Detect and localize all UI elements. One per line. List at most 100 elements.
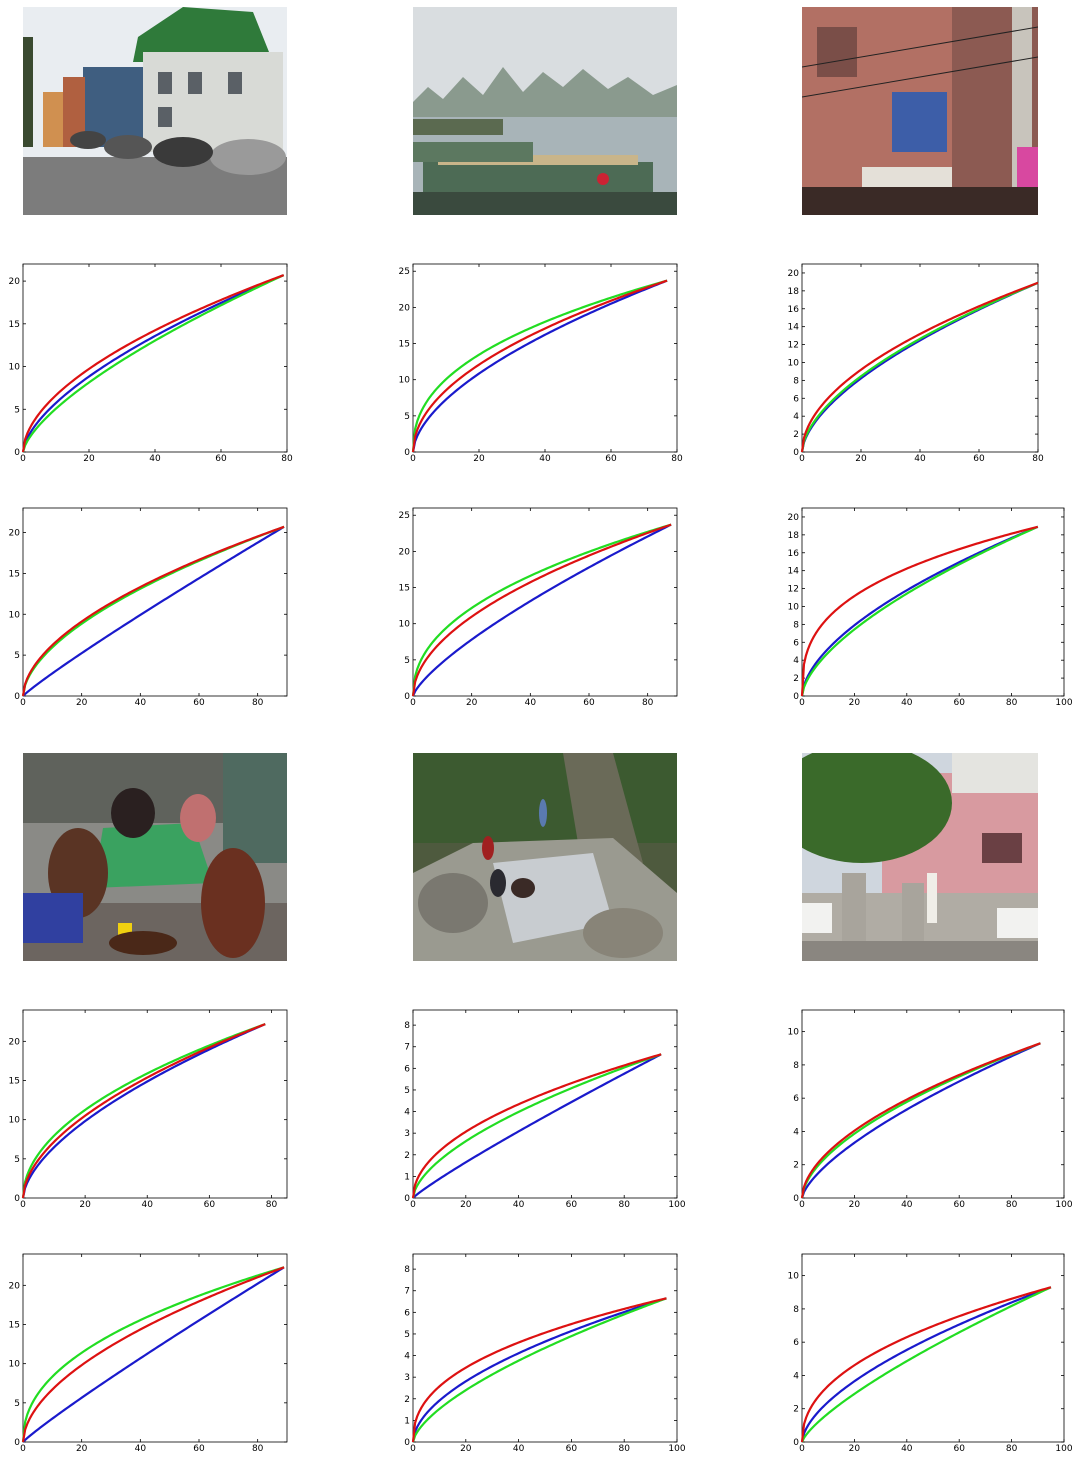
x-tick-label: 80	[618, 1200, 630, 1210]
series-blue-line	[411, 1297, 667, 1443]
y-tick-label: 20	[9, 529, 21, 539]
y-tick-label: 15	[9, 320, 20, 330]
x-tick-label: 20	[849, 1200, 861, 1210]
x-tick-label: 0	[20, 1444, 26, 1454]
y-tick-label: 10	[788, 1272, 800, 1282]
y-tick-label: 5	[14, 1155, 20, 1165]
y-tick-label: 20	[399, 547, 411, 557]
x-tick-label: 40	[901, 1444, 913, 1454]
chart-r3c3: 0 20 40 60 80 100 0 2 4 6 8 10	[788, 1009, 1073, 1210]
y-tick-label: 0	[404, 1438, 410, 1448]
x-tick-label: 20	[76, 1444, 88, 1454]
x-tick-label: 40	[513, 1200, 525, 1210]
x-tick-label: 80	[281, 454, 293, 464]
chart-r2c3: 0 20 40 60 80 100 0 2 4 6 8 10 12 14 16 18 20	[788, 507, 1073, 708]
y-tick-label: 0	[14, 448, 20, 458]
chart-r3c2: 0 20 40 60 80 100 0 1 2 3 4 5 6 7 8	[404, 1009, 686, 1210]
x-tick-label: 0	[410, 454, 416, 464]
y-tick-label: 20	[9, 1037, 21, 1047]
x-tick-label: 100	[1055, 1200, 1072, 1210]
y-tick-label: 20	[399, 303, 411, 313]
x-tick-label: 20	[466, 698, 478, 708]
series-red-line	[21, 1266, 285, 1443]
y-tick-label: 3	[404, 1373, 410, 1383]
y-tick-label: 10	[399, 376, 411, 386]
y-tick-label: 6	[793, 638, 799, 648]
x-tick-label: 60	[953, 698, 965, 708]
y-tick-label: 0	[14, 1438, 20, 1448]
plot-frame	[412, 1253, 678, 1443]
x-tick-label: 0	[799, 1200, 805, 1210]
series-green-line	[800, 525, 1039, 697]
x-tick-label: 100	[1055, 1444, 1072, 1454]
x-tick-label: 100	[668, 1444, 685, 1454]
x-tick-label: 60	[566, 1444, 578, 1454]
x-tick-label: 0	[20, 1200, 26, 1210]
y-tick-label: 6	[404, 1064, 410, 1074]
x-tick-label: 40	[914, 454, 926, 464]
y-tick-label: 10	[788, 602, 800, 612]
photo-mahjong-players	[23, 753, 287, 961]
series-blue-line	[800, 1042, 1041, 1199]
x-tick-label: 20	[460, 1444, 472, 1454]
x-tick-label: 80	[1006, 698, 1018, 708]
plot-frame	[412, 507, 678, 697]
series-green-line	[411, 1297, 667, 1443]
x-tick-label: 80	[1032, 454, 1044, 464]
x-tick-label: 40	[135, 698, 147, 708]
y-tick-label: 15	[9, 1077, 20, 1087]
series-red-line	[800, 525, 1039, 697]
y-tick-label: 18	[788, 287, 800, 297]
chart-svg: 0 20 40 60 80 100 0 2 4 6 8 10	[788, 1009, 1073, 1210]
photo-rocky-stream	[413, 753, 677, 961]
y-tick-label: 0	[14, 692, 20, 702]
plot-frame	[801, 263, 1039, 453]
chart-r1c1: 0 20 40 60 80 0 5 10 15 20	[9, 263, 293, 464]
series-red-line	[411, 523, 672, 697]
series-green-line	[411, 279, 668, 453]
chart-svg: 0 20 40 60 80 0 5 10 15 20 25	[399, 507, 678, 708]
y-tick-label: 5	[404, 412, 410, 422]
y-tick-label: 10	[9, 1116, 21, 1126]
x-tick-label: 100	[668, 1200, 685, 1210]
y-tick-label: 10	[788, 358, 800, 368]
plot-frame	[801, 1253, 1065, 1443]
series-blue-line	[800, 525, 1039, 697]
y-tick-label: 12	[788, 585, 799, 595]
y-tick-label: 4	[404, 1108, 410, 1118]
chart-svg: 0 20 40 60 80 100 0 2 4 6 8 10	[788, 1253, 1073, 1454]
y-tick-label: 2	[793, 1161, 799, 1171]
x-tick-label: 20	[473, 454, 485, 464]
plot-frame	[22, 1009, 288, 1199]
x-tick-label: 40	[135, 1444, 147, 1454]
y-tick-label: 0	[14, 1194, 20, 1204]
chart-svg: 0 20 40 60 80 100 0 2 4 6 8 10 12 14 16 18 20	[788, 507, 1073, 708]
y-tick-label: 4	[793, 412, 799, 422]
chart-svg: 0 20 40 60 80 0 5 10 15 20	[9, 1253, 288, 1454]
series-red-line	[411, 1297, 667, 1443]
series-blue-line	[412, 1053, 662, 1199]
series-blue-line	[800, 1286, 1052, 1443]
series-red-line	[411, 279, 668, 453]
x-tick-label: 80	[252, 698, 264, 708]
x-tick-label: 40	[142, 1200, 154, 1210]
series-blue-line	[800, 281, 1039, 453]
x-tick-label: 40	[149, 454, 161, 464]
y-tick-label: 2	[404, 1151, 410, 1161]
series-red-line	[21, 1023, 266, 1199]
y-tick-label: 8	[793, 376, 799, 386]
chart-svg: 0 20 40 60 80 100 0 1 2 3 4 5 6 7 8	[404, 1253, 686, 1454]
y-tick-label: 14	[788, 567, 800, 577]
chart-r4c2: 0 20 40 60 80 100 0 1 2 3 4 5 6 7 8	[404, 1253, 686, 1454]
y-tick-label: 15	[9, 569, 20, 579]
y-tick-label: 8	[404, 1265, 410, 1275]
chart-r1c3: 0 20 40 60 80 0 2 4 6 8 10 12 14 16 18 20	[788, 263, 1044, 464]
y-tick-label: 6	[793, 1338, 799, 1348]
y-tick-label: 3	[404, 1129, 410, 1139]
y-tick-label: 8	[404, 1021, 410, 1031]
y-tick-label: 4	[793, 656, 799, 666]
plot-frame	[412, 1009, 678, 1199]
y-tick-label: 2	[793, 1405, 799, 1415]
x-tick-label: 40	[539, 454, 551, 464]
series-green-line	[801, 1286, 1052, 1443]
